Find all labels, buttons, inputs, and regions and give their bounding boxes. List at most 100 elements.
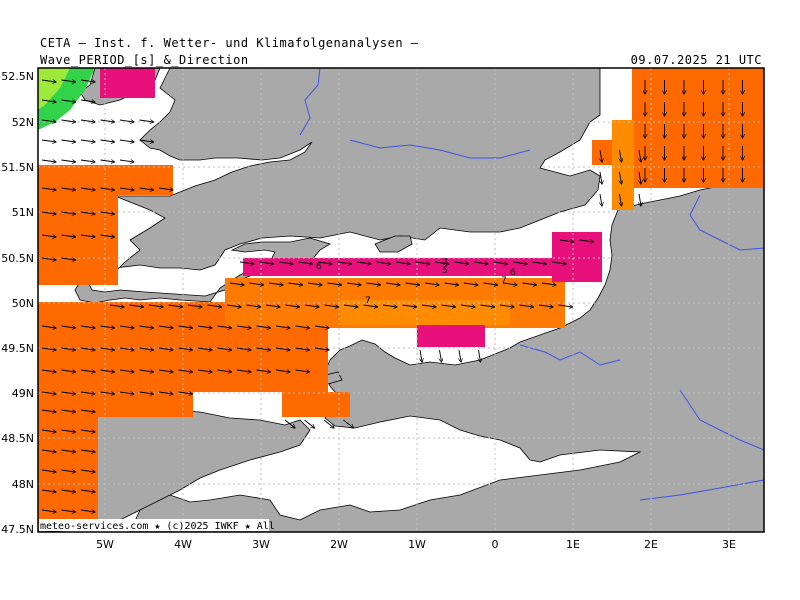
direction-arrow [80, 348, 95, 350]
direction-arrow [41, 370, 56, 372]
direction-arrow [558, 305, 573, 307]
borders [299, 67, 765, 501]
direction-arrow [80, 100, 95, 102]
direction-arrow [256, 348, 271, 350]
direction-arrow [41, 348, 56, 350]
direction-arrow [265, 305, 280, 307]
direction-arrow [139, 348, 154, 350]
direction-arrow [100, 235, 115, 237]
direction-arrow [100, 120, 115, 122]
direction-arrow [41, 140, 56, 142]
direction-arrow [463, 283, 478, 285]
direction-arrow [217, 326, 232, 328]
lat-axis: 52.5N 52N 51.5N 51N 50.5N 50N 49.5N 49N … [1, 70, 34, 536]
direction-arrow [100, 140, 115, 142]
direction-arrow [41, 392, 56, 394]
direction-arrow [61, 510, 76, 512]
direction-arrow [343, 305, 358, 307]
direction-arrow [119, 370, 134, 372]
map-frame [37, 67, 765, 533]
direction-arrow [41, 80, 56, 82]
direction-arrow [41, 470, 56, 472]
direction-arrow [440, 349, 442, 362]
direction-arrow [41, 212, 56, 214]
direction-arrow [324, 305, 339, 307]
direction-arrow [538, 305, 553, 307]
direction-arrow [415, 262, 430, 264]
direction-arrow [473, 262, 488, 264]
direction-arrow [197, 348, 212, 350]
direction-arrow [236, 326, 251, 328]
direction-arrow [119, 140, 134, 142]
direction-arrow [80, 410, 95, 412]
lon-label: 4W [174, 538, 192, 551]
direction-arrow [61, 258, 76, 260]
direction-arrow [295, 326, 310, 328]
direction-arrow [139, 188, 154, 190]
direction-arrow [61, 326, 76, 328]
direction-arrow [100, 160, 115, 162]
lon-axis: 5W 4W 3W 2W 1W 0 1E 2E 3E [96, 538, 736, 551]
direction-arrow [512, 262, 527, 264]
direction-arrow [148, 305, 163, 307]
direction-arrow [483, 283, 498, 285]
direction-arrow [639, 149, 641, 162]
direction-arrow [327, 283, 342, 285]
direction-arrow [236, 370, 251, 372]
lon-label: 2W [330, 538, 348, 551]
direction-arrow [376, 262, 391, 264]
valid-datetime: 09.07.2025 21 UTC [630, 53, 762, 67]
direction-arrow [139, 120, 154, 122]
lat-label: 49N [12, 387, 34, 400]
direction-arrow [61, 160, 76, 162]
shade-northsea-3 [612, 120, 634, 210]
lat-label: 50.5N [1, 252, 34, 265]
direction-arrow [61, 450, 76, 452]
period-label: 7 [442, 258, 448, 268]
direction-arrow [522, 283, 537, 285]
border-loire [639, 479, 765, 501]
direction-arrow [197, 326, 212, 328]
direction-arrow [168, 305, 183, 307]
direction-arrow [256, 326, 271, 328]
period-labels: 6 7 5 7 6 7 [316, 258, 516, 306]
direction-arrow [314, 326, 329, 328]
shade-channel-west-2 [38, 392, 193, 417]
lon-label: 2E [644, 538, 658, 551]
direction-arrow [444, 283, 459, 285]
lon-label: 0 [492, 538, 499, 551]
direction-arrow [119, 348, 134, 350]
lon-label: 3W [252, 538, 270, 551]
direction-arrow [363, 305, 378, 307]
direction-arrow [80, 235, 95, 237]
direction-arrow [178, 326, 193, 328]
direction-arrow [80, 430, 95, 432]
direction-arrow [100, 348, 115, 350]
direction-arrow [343, 419, 354, 428]
shade-gulf [282, 392, 350, 417]
direction-arrow [80, 326, 95, 328]
direction-arrow [480, 305, 495, 307]
border-belgium [689, 194, 765, 251]
direction-arrow [285, 305, 300, 307]
direction-arrow [559, 240, 574, 242]
direction-arrow [268, 283, 283, 285]
direction-arrow [100, 392, 115, 394]
direction-arrow [61, 370, 76, 372]
shade-channel-central-2 [340, 300, 510, 325]
direction-arrow [459, 349, 461, 362]
direction-arrow [100, 188, 115, 190]
shade-green-inner [38, 68, 70, 110]
lat-label: 48N [12, 478, 34, 491]
direction-arrow [61, 120, 76, 122]
direction-arrow [61, 490, 76, 492]
direction-arrow [41, 510, 56, 512]
direction-arrow [41, 410, 56, 412]
direction-arrow [519, 305, 534, 307]
direction-arrow [288, 283, 303, 285]
direction-arrow [41, 188, 56, 190]
lon-label: 1E [566, 538, 580, 551]
direction-arrow [80, 188, 95, 190]
direction-arrow [41, 160, 56, 162]
direction-arrow [298, 262, 313, 264]
